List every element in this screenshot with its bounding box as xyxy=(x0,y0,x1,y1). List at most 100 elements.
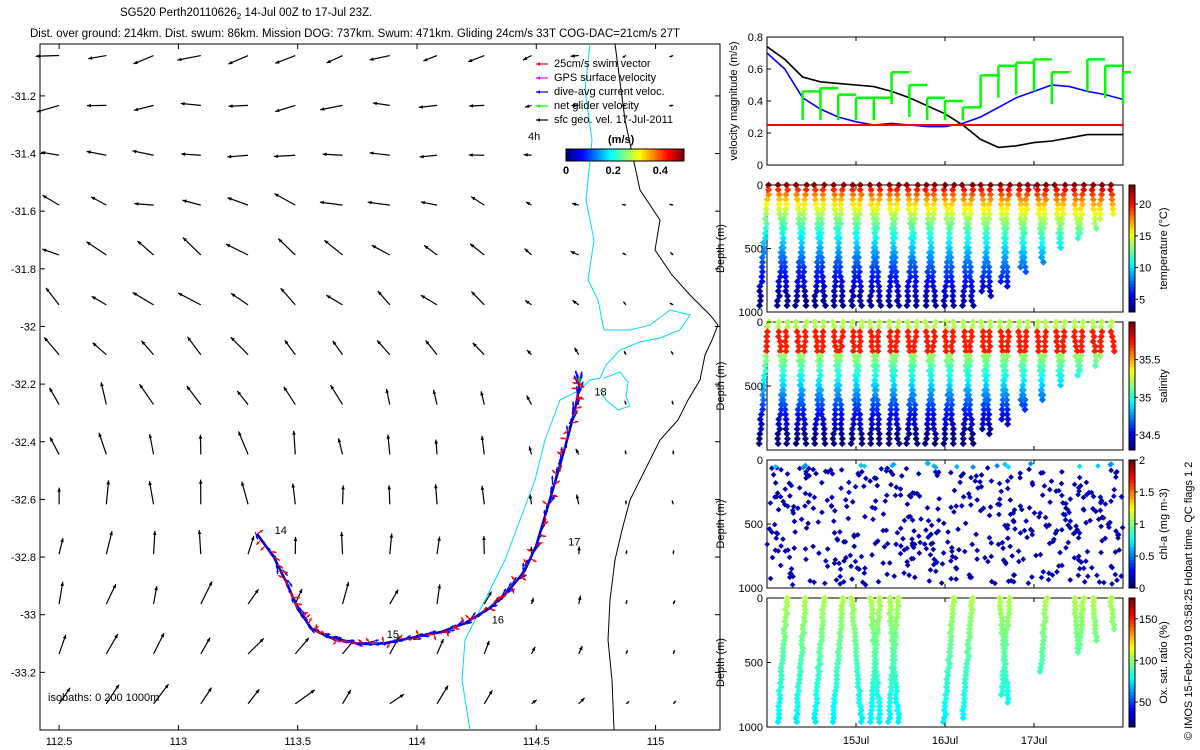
geo-vector-head xyxy=(369,57,374,61)
temperature-sample xyxy=(940,287,949,295)
temperature-sample xyxy=(927,229,935,237)
salinity-sample xyxy=(833,376,841,384)
salinity-sample xyxy=(889,376,897,384)
chla-sample xyxy=(1076,463,1083,470)
temperature-sample xyxy=(1003,273,1011,281)
chla-sample xyxy=(1025,580,1032,587)
legend-marker-head xyxy=(536,90,540,94)
oxygen-sample xyxy=(875,695,883,703)
swim-vector-head xyxy=(350,641,354,645)
salinity-sample xyxy=(872,357,880,365)
temperature-sample xyxy=(914,181,922,189)
chla-sample xyxy=(987,504,994,510)
salinity-sample xyxy=(986,323,994,331)
chla-sample xyxy=(928,522,935,529)
salinity-sample xyxy=(942,337,950,345)
chla-sample xyxy=(932,464,939,471)
temperature-sample xyxy=(801,195,809,204)
temperature-sample xyxy=(757,292,765,300)
colorbar-cell xyxy=(666,149,669,161)
current-vector-head xyxy=(579,371,583,375)
salinity-sample xyxy=(1015,337,1023,345)
geo-vector xyxy=(177,292,202,306)
chla-sample xyxy=(805,465,812,472)
salinity-sample xyxy=(835,362,843,370)
geo-vector-head xyxy=(389,533,394,538)
geo-vector-head xyxy=(399,694,404,698)
geo-vector-head xyxy=(470,243,475,248)
temperature-sample xyxy=(774,181,782,189)
temperature-sample xyxy=(1003,282,1011,290)
salinity-sample xyxy=(999,410,1007,418)
salinity-sample xyxy=(873,362,881,370)
salinity-sample xyxy=(760,386,768,394)
y-tick-label: 1000 xyxy=(739,722,763,734)
temperature-sample xyxy=(876,186,884,194)
temperature-sample xyxy=(870,249,878,257)
chla-sample xyxy=(891,573,898,580)
salinity-sample xyxy=(959,435,967,443)
salinity-sample xyxy=(893,430,901,438)
salinity-sample xyxy=(929,362,937,370)
chla-sample xyxy=(904,562,911,569)
geo-vector-head xyxy=(570,54,575,58)
chla-sample xyxy=(805,520,811,527)
geo-vector-head xyxy=(98,432,102,438)
salinity-sample xyxy=(854,367,862,375)
salinity-sample xyxy=(829,435,837,443)
temperature-sample xyxy=(947,273,955,281)
y-tick-label: 0 xyxy=(757,593,763,605)
temperature-sample xyxy=(983,224,991,232)
geo-vector-head xyxy=(471,196,476,201)
geo-vector-head xyxy=(622,55,626,58)
salinity-sample xyxy=(1015,318,1024,326)
temperature-sample xyxy=(904,186,912,194)
current-vector-head xyxy=(327,632,331,636)
salinity-sample xyxy=(817,352,825,360)
temperature-sample xyxy=(925,249,933,257)
temperature-sample xyxy=(874,277,882,286)
swim-vector-head xyxy=(290,595,294,599)
temperature-sample xyxy=(800,277,808,286)
colorbar-cell xyxy=(660,149,663,161)
geo-vector-head xyxy=(57,487,61,492)
salinity-sample xyxy=(894,425,902,433)
oxygen-sample xyxy=(848,598,856,606)
geo-vector-head xyxy=(148,481,152,486)
temperature-sample xyxy=(888,253,896,261)
salinity-sample xyxy=(837,406,845,414)
y-tick-label: 500 xyxy=(745,519,763,531)
cbar-label: Ox. sat. ratio (%) xyxy=(1158,621,1170,704)
salinity-sample xyxy=(782,333,790,341)
salinity-sample xyxy=(867,440,875,448)
salinity-sample xyxy=(983,357,991,365)
salinity-sample xyxy=(760,381,768,389)
temperature-sample xyxy=(837,195,845,204)
temperature-sample xyxy=(838,287,846,295)
salinity-sample xyxy=(1019,381,1027,389)
temperature-sample xyxy=(890,224,898,232)
temperature-sample xyxy=(1002,234,1010,242)
oxygen-sample xyxy=(813,695,821,703)
colorbar-cell xyxy=(656,149,659,161)
chla-sample xyxy=(837,581,843,587)
salinity-sample xyxy=(982,376,990,384)
cbar-cell xyxy=(1129,720,1135,725)
cbar-cell xyxy=(1129,517,1135,522)
salinity-sample xyxy=(814,401,822,409)
cbar-cell xyxy=(1129,549,1135,554)
temperature-sample xyxy=(946,234,954,242)
salinity-sample xyxy=(941,425,949,433)
swim-vector-head xyxy=(337,639,341,643)
salinity-sample xyxy=(911,352,919,360)
temperature-sample xyxy=(944,239,953,247)
geo-vector-head xyxy=(66,687,71,693)
salinity-sample xyxy=(794,406,802,414)
oxygen-sample xyxy=(962,667,970,676)
oxygen-sample xyxy=(884,718,892,726)
salinity-sample xyxy=(849,318,857,326)
temperature-sample xyxy=(1006,181,1014,189)
cbar-cell xyxy=(1129,254,1135,259)
temperature-sample xyxy=(905,195,913,204)
temperature-sample xyxy=(1017,210,1026,218)
